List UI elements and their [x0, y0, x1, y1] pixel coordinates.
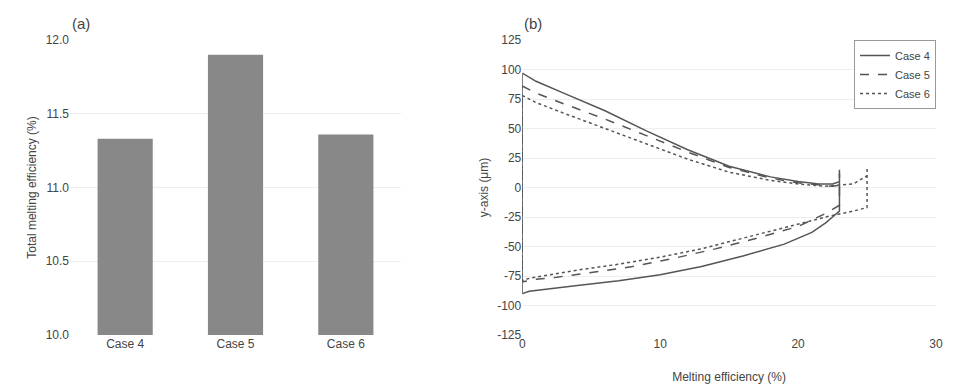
svg-text:Total melting efficiency (%): Total melting efficiency (%)	[25, 116, 39, 259]
svg-text:10.5: 10.5	[46, 254, 70, 268]
svg-text:125: 125	[501, 33, 521, 47]
svg-text:-50: -50	[504, 240, 522, 254]
svg-text:(b): (b)	[524, 15, 542, 32]
svg-text:Case 6: Case 6	[327, 337, 365, 351]
svg-text:Case 6: Case 6	[895, 88, 930, 100]
svg-text:30: 30	[929, 337, 943, 351]
svg-text:11.5: 11.5	[47, 107, 70, 121]
svg-text:-100: -100	[497, 299, 521, 313]
svg-text:20: 20	[791, 337, 805, 351]
svg-text:0: 0	[515, 181, 522, 195]
svg-text:100: 100	[501, 63, 521, 77]
svg-text:-75: -75	[504, 269, 522, 283]
svg-text:12.0: 12.0	[46, 33, 70, 47]
svg-text:(a): (a)	[72, 15, 90, 32]
svg-text:Case 4: Case 4	[895, 50, 930, 62]
svg-text:Case 5: Case 5	[216, 337, 254, 351]
svg-text:10: 10	[653, 337, 667, 351]
svg-text:25: 25	[508, 151, 522, 165]
svg-text:-25: -25	[504, 210, 522, 224]
svg-text:0: 0	[519, 337, 526, 351]
svg-text:11.0: 11.0	[47, 181, 70, 195]
svg-text:y-axis (μm): y-axis (μm)	[477, 158, 491, 218]
svg-text:-125: -125	[497, 328, 521, 342]
svg-text:10.0: 10.0	[46, 328, 70, 342]
svg-text:75: 75	[508, 92, 522, 106]
svg-text:Case 4: Case 4	[106, 337, 144, 351]
svg-text:Case 5: Case 5	[895, 69, 930, 81]
svg-text:Melting efficiency (%): Melting efficiency (%)	[672, 370, 786, 384]
svg-text:50: 50	[508, 122, 522, 136]
